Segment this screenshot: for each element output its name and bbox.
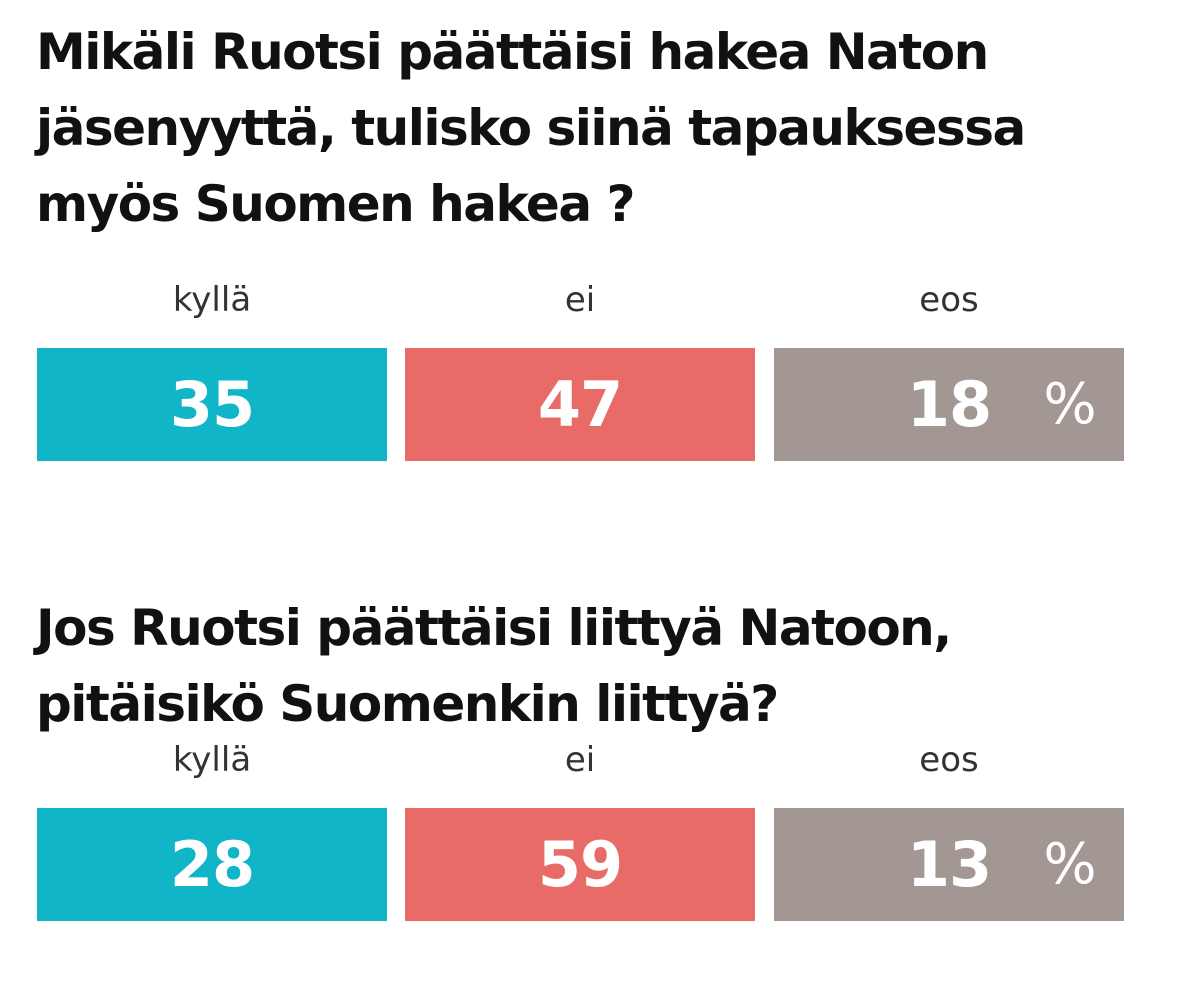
chart-2-value-ei: 59: [537, 828, 623, 901]
chart-1-percent-sign: %: [1043, 372, 1097, 437]
question-1-line-3: myös Suomen hakea ?: [36, 175, 636, 233]
chart-1-bar-ei: 47: [405, 348, 755, 461]
chart-2-value-eos: 13: [906, 828, 992, 901]
chart-2-value-kylla: 28: [169, 828, 255, 901]
question-1-line-2: jäsenyyttä, tulisko siinä tapauksessa: [36, 99, 1026, 157]
chart-2-percent-sign: %: [1043, 832, 1097, 897]
chart-2-bar-eos: 13: [774, 808, 1124, 921]
question-1-title: Mikäli Ruotsi päättäisi hakea Naton jäse…: [36, 14, 1026, 242]
chart-2-label-ei: ei: [564, 740, 596, 780]
chart-1: kyllä ei eos 35 47 18 %: [0, 275, 1199, 465]
chart-1-bar-kylla: 35: [37, 348, 387, 461]
question-2-line-2: pitäisikö Suomenkin liittyä?: [36, 675, 779, 733]
chart-2-label-kylla: kyllä: [172, 740, 252, 780]
chart-2-bar-ei: 59: [405, 808, 755, 921]
question-2-line-1: Jos Ruotsi päättäisi liittyä Natoon,: [36, 599, 952, 657]
chart-1-label-ei: ei: [564, 280, 596, 320]
chart-1-value-ei: 47: [537, 368, 623, 441]
chart-1-value-kylla: 35: [169, 368, 255, 441]
chart-2-label-eos: eos: [919, 740, 979, 780]
chart-1-label-kylla: kyllä: [172, 280, 252, 320]
chart-1-value-eos: 18: [906, 368, 992, 441]
chart-1-label-eos: eos: [919, 280, 979, 320]
chart-2-bar-kylla: 28: [37, 808, 387, 921]
chart-1-bar-eos: 18: [774, 348, 1124, 461]
question-2-title: Jos Ruotsi päättäisi liittyä Natoon, pit…: [36, 590, 952, 742]
chart-2: kyllä ei eos 28 59 13 %: [0, 735, 1199, 925]
question-1-line-1: Mikäli Ruotsi päättäisi hakea Naton: [36, 23, 989, 81]
